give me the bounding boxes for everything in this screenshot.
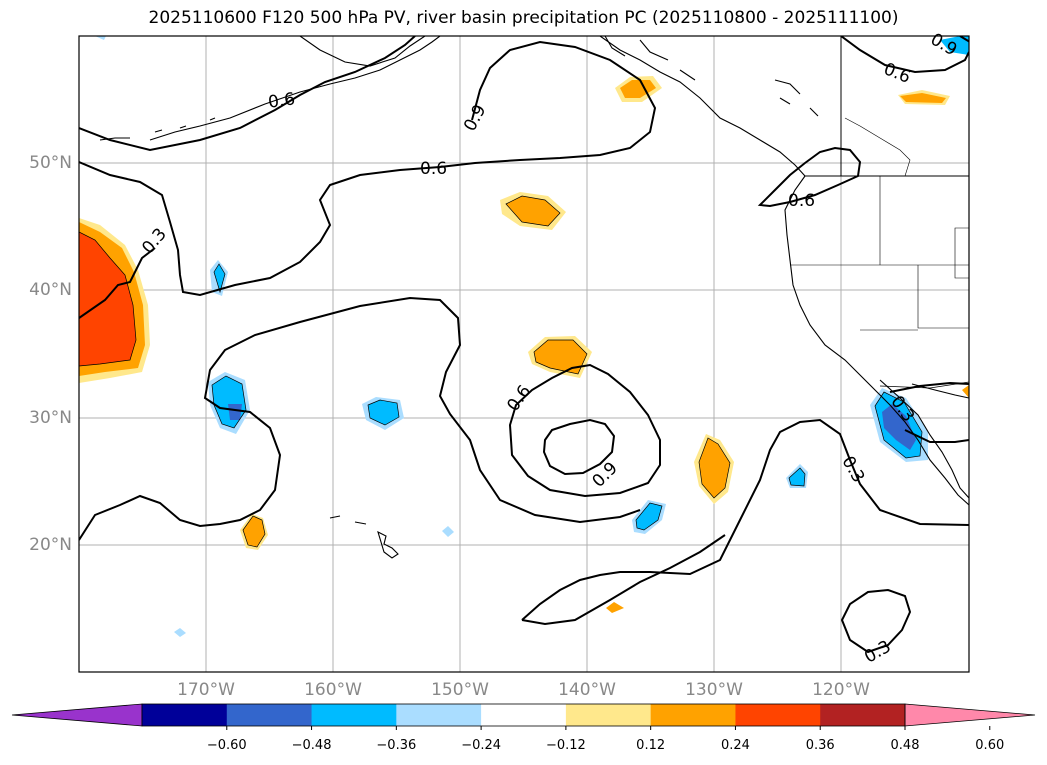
- map-background: [79, 36, 969, 672]
- colorbar-tick-label: 0.24: [720, 738, 750, 753]
- colorbar-segment: [650, 704, 736, 726]
- colorbar-tick-label: 0.36: [805, 738, 835, 753]
- colorbar-segment: [481, 704, 567, 726]
- contour-label: 0.6: [267, 89, 297, 113]
- colorbar-segment: [226, 704, 313, 726]
- lon-tick-label: 140°W: [558, 680, 616, 700]
- colorbar-tick-label: −0.24: [461, 738, 502, 753]
- lon-tick-label: 120°W: [812, 680, 870, 700]
- colorbar-tick-label: 0.48: [890, 738, 920, 753]
- lat-tick-label: 50°N: [29, 153, 72, 173]
- colorbar-segment: [311, 704, 397, 726]
- colorbar-segment: [396, 704, 482, 726]
- contour-label: 0.6: [788, 191, 815, 211]
- colorbar-extend-min: [11, 703, 143, 727]
- lon-tick-label: 160°W: [304, 680, 362, 700]
- lon-tick-label: 130°W: [685, 680, 743, 700]
- colorbar-tick-label: 0.60: [975, 738, 1005, 753]
- colorbar-segment: [820, 704, 906, 726]
- lat-tick-label: 20°N: [29, 535, 72, 555]
- map-frame: [78, 35, 970, 673]
- lon-tick-label: 150°W: [431, 680, 489, 700]
- lat-tick-label: 40°N: [29, 280, 72, 300]
- map-title: 2025110600 F120 500 hPa PV, river basin …: [148, 8, 899, 28]
- colorbar-segment: [565, 704, 652, 726]
- pv-contours: [79, 36, 969, 654]
- coastlines: [99, 36, 969, 559]
- colorbar-tick-label: −0.12: [545, 738, 586, 753]
- colorbar-tick-label: 0.12: [636, 738, 666, 753]
- colorbar-segment: [142, 704, 228, 726]
- lat-tick-label: 30°N: [29, 408, 72, 428]
- colorbar-tick-label: −0.36: [376, 738, 417, 753]
- colorbar-segment: [735, 704, 821, 726]
- colorbar-tick-label: −0.48: [291, 738, 332, 753]
- contour-label: 0.6: [420, 159, 447, 179]
- map-panel: 0.6 0.9 0.6 0.3 0.6 0.9 0.9 0.6 0.6 0.3 …: [78, 29, 970, 673]
- lon-tick-label: 170°W: [177, 680, 235, 700]
- colorbar-extend-max: [904, 703, 1036, 727]
- colorbar-frame: [141, 703, 906, 727]
- colorbar-tick-label: −0.60: [206, 738, 247, 753]
